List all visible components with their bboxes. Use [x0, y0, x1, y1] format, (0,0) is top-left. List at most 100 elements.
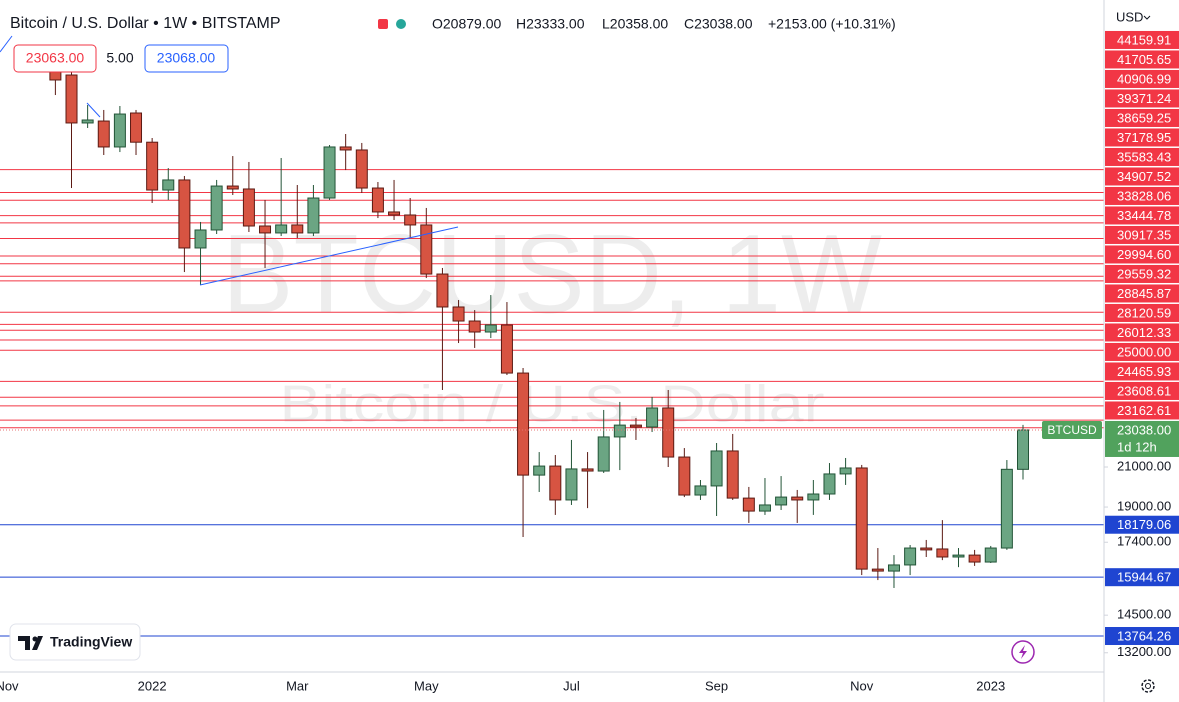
ohlc-close: C23038.00: [684, 16, 753, 32]
level-label: 26012.33: [1117, 325, 1171, 340]
candle-body: [355, 149, 368, 189]
level-label-box: [1105, 303, 1179, 322]
candle-body: [259, 225, 272, 234]
candle-body: [904, 547, 917, 566]
candle-body: [533, 465, 546, 476]
level-label: 28845.87: [1117, 286, 1171, 301]
symbol-label: BTCUSD: [1047, 423, 1097, 437]
candle-body: [758, 504, 771, 512]
candle-body: [242, 188, 255, 227]
sell-price[interactable]: 23063.00: [26, 50, 85, 66]
status-icon[interactable]: [378, 19, 388, 29]
candle-body: [97, 120, 110, 148]
candle-body: [807, 493, 820, 501]
candle-body: [210, 185, 223, 231]
candle-body: [307, 197, 320, 234]
plot-area: [0, 44, 1104, 637]
buy-box[interactable]: [144, 44, 229, 73]
level-label-box: [1105, 167, 1179, 186]
level-label-box: [1105, 381, 1179, 400]
candle-body: [65, 74, 78, 124]
candle-body: [1000, 468, 1013, 549]
candle-body: [629, 424, 642, 428]
level-label-box: [1105, 89, 1179, 108]
candle-body: [984, 547, 997, 563]
level-label-box: [1105, 225, 1179, 244]
candle-body: [291, 224, 304, 234]
candle-body: [581, 468, 594, 472]
level-label: 33828.06: [1117, 188, 1171, 203]
drawings: [0, 35, 459, 286]
market-open-icon[interactable]: [396, 19, 406, 29]
x-tick-label: Sep: [705, 678, 728, 693]
axis-layer: 21000.00 19000.00 17400.00 14500.00 13200.00…: [1104, 30, 1179, 659]
level-label: 25000.00: [1117, 344, 1171, 359]
candle-body: [146, 141, 159, 191]
candle-body: [887, 564, 900, 572]
candle-body: [162, 179, 175, 191]
candle-body: [371, 187, 384, 213]
candle-body: [468, 320, 481, 333]
candle-body: [646, 407, 659, 428]
symbol-title[interactable]: Bitcoin / U.S. Dollar • 1W • BITSTAMP: [10, 15, 281, 32]
level-label-box: [1105, 264, 1179, 283]
level-label: 33444.78: [1117, 208, 1171, 223]
sell-box[interactable]: [13, 44, 97, 73]
x-tick-label: Nov: [850, 678, 874, 693]
candle-body: [597, 436, 610, 472]
level-label-box: [1105, 147, 1179, 166]
level-label: 39371.24: [1117, 91, 1171, 106]
candle-body: [678, 456, 691, 496]
x-tick-label: May: [414, 678, 439, 693]
candle-body: [662, 407, 675, 458]
symbol-label-box: [1042, 420, 1102, 439]
ohlc-open: O20879.00: [432, 16, 501, 32]
settings-icon[interactable]: [1141, 679, 1155, 693]
candle-body: [404, 214, 417, 226]
buy-price[interactable]: 23068.00: [157, 50, 216, 66]
level-label: 40906.99: [1117, 71, 1171, 86]
level-label: 24465.93: [1117, 364, 1171, 379]
candle-body: [113, 113, 126, 148]
alert-bolt: [1019, 645, 1027, 659]
candle-body: [839, 467, 852, 475]
y-tick-label: 17400.00: [1117, 534, 1171, 549]
candle-body: [775, 496, 788, 506]
currency-caret[interactable]: [1143, 15, 1151, 20]
level-label: 37178.95: [1117, 130, 1171, 145]
level-label: 13764.26: [1117, 628, 1171, 643]
candle-body: [452, 306, 465, 322]
candle-body: [823, 473, 836, 495]
ohlc-change: +2153.00 (+10.31%): [768, 16, 896, 32]
level-label-box: [1105, 245, 1179, 264]
candle-body: [742, 497, 755, 512]
level-label-box: [1105, 206, 1179, 225]
candle-body: [339, 146, 352, 151]
logo-dot: [32, 636, 38, 642]
candle-body: [194, 229, 207, 249]
candle-body: [323, 146, 336, 199]
candle-body: [871, 568, 884, 572]
candle-body: [726, 450, 739, 499]
candle-body: [226, 185, 239, 190]
candle-body: [388, 211, 401, 216]
candle-body: [936, 548, 949, 558]
watermark: BTCUSD, 1W: [222, 212, 882, 337]
candle-body: [1017, 429, 1029, 470]
brand[interactable]: TradingView: [50, 634, 132, 650]
y-tick-label: 13200.00: [1117, 644, 1171, 659]
level-label: 29559.32: [1117, 266, 1171, 281]
currency[interactable]: USD: [1116, 9, 1143, 24]
level-label-box: [1105, 69, 1179, 88]
level-label: 34907.52: [1117, 169, 1171, 184]
x-tick-label: 2022: [138, 678, 167, 693]
candle-body: [130, 112, 143, 143]
candle-body: [517, 372, 530, 476]
logo-box[interactable]: [9, 623, 141, 661]
level-label: 35583.43: [1117, 149, 1171, 164]
trend-line: [0, 35, 13, 53]
level-label-box: [1105, 323, 1179, 342]
candle-body: [500, 324, 513, 374]
trend-line: [86, 102, 101, 118]
